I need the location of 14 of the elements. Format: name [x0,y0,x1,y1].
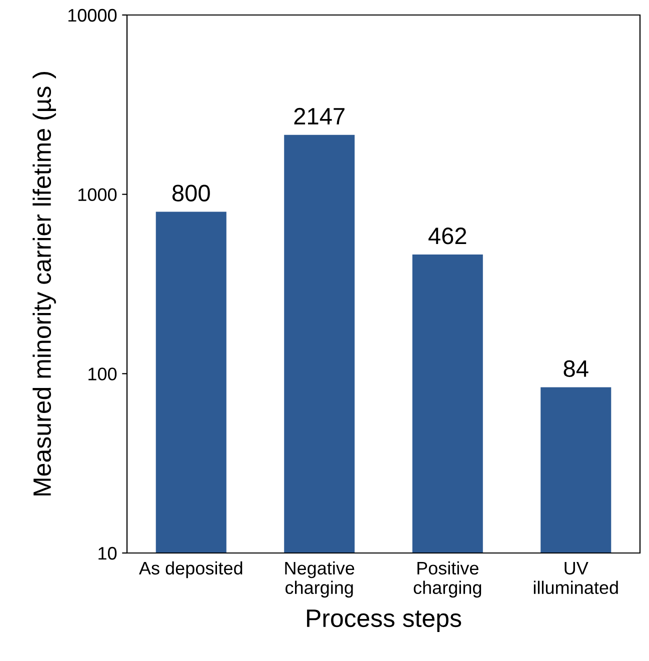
y-tick-label: 10 [98,546,117,560]
data-label: 800 [172,184,210,202]
y-tick-label: 100 [88,368,117,380]
y-tick-label: 1000 [78,188,117,202]
data-label: 462 [428,228,466,244]
x-tick-label: Negative charging [285,561,354,598]
x-tick-label: UV illuminated [534,562,618,594]
data-label: 2147 [294,108,344,124]
x-axis-title: Process steps [307,610,462,632]
y-tick-label: 10000 [68,8,117,22]
y-axis-title: Measured minority carrier lifetime (µs ) [32,72,56,496]
x-tick-label: Positive charging [414,561,482,598]
data-label: 84 [564,360,588,378]
x-tick-label: As deposited [138,561,242,578]
